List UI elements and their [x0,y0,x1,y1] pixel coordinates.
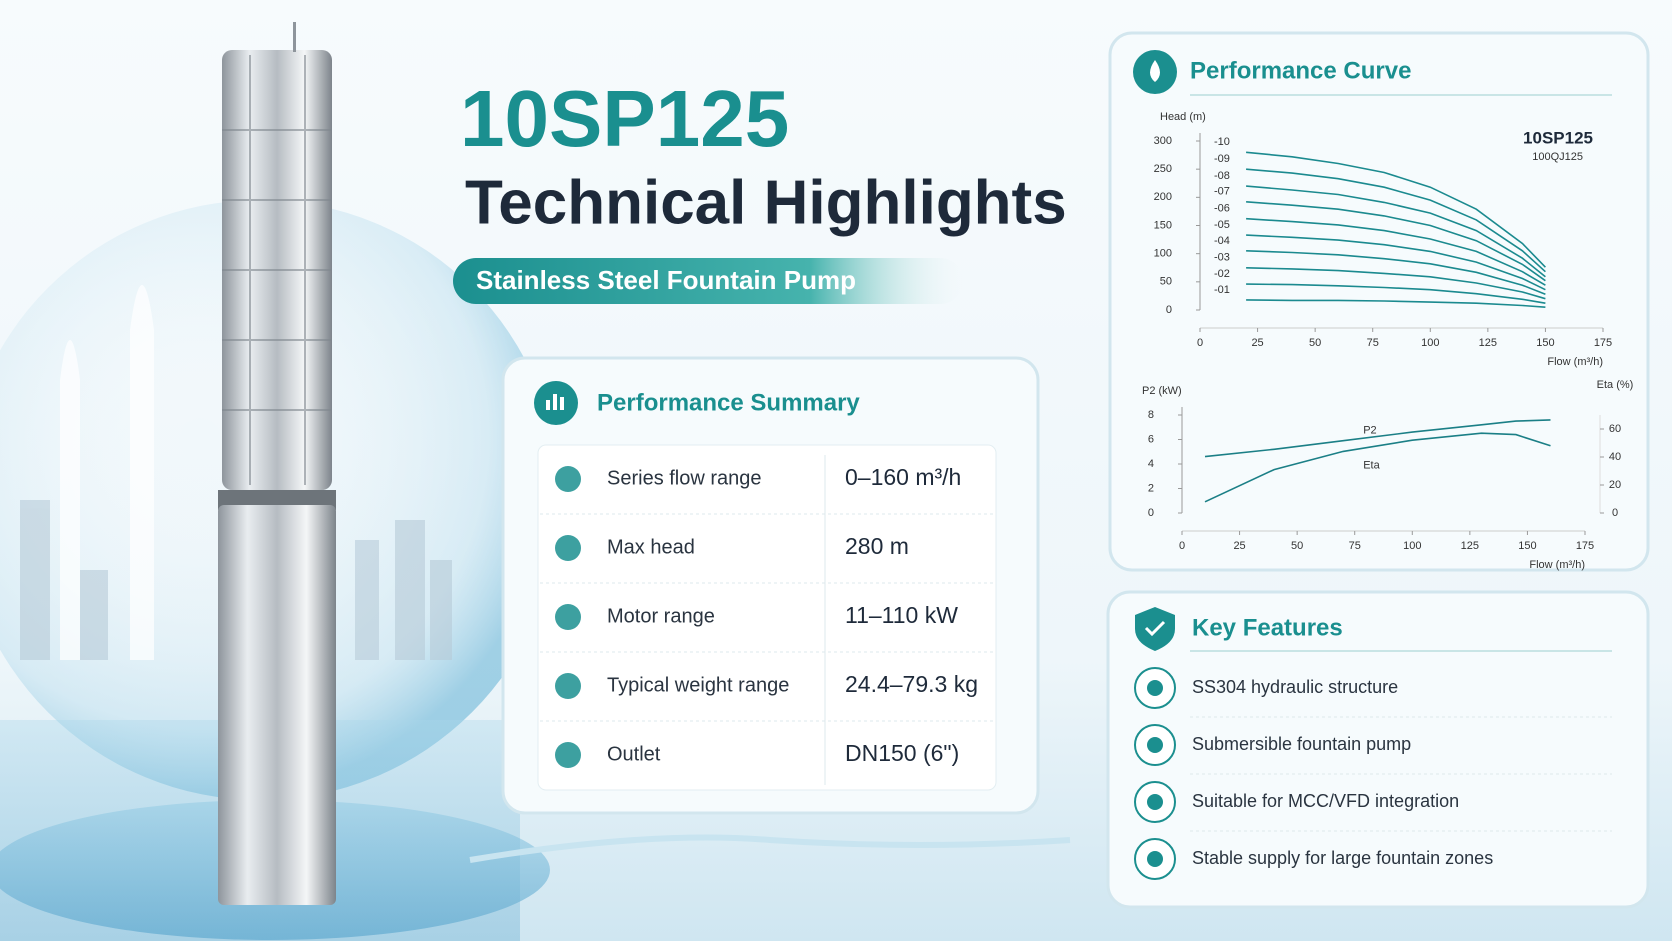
row-value: 24.4–79.3 kg [845,671,978,697]
series-label: -04 [1214,235,1230,247]
row-value: 280 m [845,533,909,559]
series-label: -10 [1214,136,1230,148]
series-label: -02 [1214,268,1230,280]
series-label: -03 [1214,252,1230,264]
x-tick-label: 150 [1518,540,1536,552]
row-icon [555,466,581,492]
x-tick-label: 75 [1349,540,1361,552]
x-tick-label: 0 [1179,540,1185,552]
model-label: 10SP125 [1523,128,1593,147]
features-card [1106,590,1650,909]
row-value: 11–110 kW [845,602,958,628]
y-axis-label: Head (m) [1160,111,1206,123]
row-label: Max head [607,536,695,558]
subtitle-pill [453,258,963,304]
y2-tick-label: 40 [1609,451,1621,463]
row-icon [555,742,581,768]
series-line [1246,217,1546,286]
x-tick-label: 150 [1536,337,1554,349]
y-tick-label: 4 [1148,458,1154,470]
page-title: Technical Highlights [465,168,1067,237]
series-line [1246,168,1546,273]
x-tick-label: 100 [1421,337,1439,349]
y-axis-label: P2 (kW) [1142,385,1182,397]
series-line [1246,151,1546,268]
y-tick-label: 100 [1154,248,1172,260]
x-axis-label: Flow (m³/h) [1529,559,1585,571]
row-label: Series flow range [607,467,762,489]
series-label: -06 [1214,203,1230,215]
features-title: Key Features [1192,614,1343,641]
x-tick-label: 75 [1367,337,1379,349]
row-label: Motor range [607,605,715,627]
feature-icon-dot [1147,794,1163,810]
x-tick-label: 50 [1309,337,1321,349]
feature-text: Suitable for MCC/VFD integration [1192,791,1459,811]
subtitle: Stainless Steel Fountain Pump [476,265,856,295]
y2-tick-label: 20 [1609,479,1621,491]
y2-tick-label: 0 [1612,507,1618,519]
summary-title: Performance Summary [597,389,860,416]
series-line [1204,432,1551,503]
series-line [1246,267,1546,300]
series-label: -05 [1214,219,1230,231]
series-line [1246,201,1546,282]
series-line [1246,299,1546,308]
series-line [1246,283,1546,304]
y-tick-label: 2 [1148,482,1154,494]
y-tick-label: 0 [1148,507,1154,519]
x-tick-label: 50 [1291,540,1303,552]
feature-icon-dot [1147,680,1163,696]
row-value: 0–160 m³/h [845,464,961,490]
x-tick-label: 25 [1251,337,1263,349]
x-tick-label: 175 [1576,540,1594,552]
x-tick-label: 25 [1233,540,1245,552]
series-line [1246,234,1546,291]
x-tick-label: 100 [1403,540,1421,552]
series-line [1246,250,1546,295]
x-axis-label: Flow (m³/h) [1547,356,1603,368]
y2-axis-label: Eta (%) [1597,379,1634,391]
feature-icon-dot [1147,737,1163,753]
y2-tick-label: 60 [1609,423,1621,435]
row-icon [555,673,581,699]
model-alt-label: 100QJ125 [1532,151,1583,163]
x-tick-label: 0 [1197,337,1203,349]
x-tick-label: 125 [1461,540,1479,552]
series-label: -08 [1214,170,1230,182]
feature-text: Stable supply for large fountain zones [1192,848,1493,868]
series-label: -01 [1214,284,1230,296]
series-line [1204,419,1551,458]
y-tick-label: 6 [1148,433,1154,445]
y-tick-label: 50 [1160,276,1172,288]
illustration [0,22,1071,941]
row-label: Outlet [607,743,661,765]
y-tick-label: 0 [1166,304,1172,316]
row-value: DN150 (6") [845,740,959,766]
series-label: Eta [1363,459,1380,471]
curve-title: Performance Curve [1190,57,1411,84]
feature-text: Submersible fountain pump [1192,734,1411,754]
row-icon [555,535,581,561]
x-tick-label: 125 [1479,337,1497,349]
y-tick-label: 200 [1154,191,1172,203]
series-label: -09 [1214,153,1230,165]
feature-icon-dot [1147,851,1163,867]
row-icon [555,604,581,630]
x-tick-label: 175 [1594,337,1612,349]
summary-card: Performance Summary [501,356,1040,815]
y-tick-label: 300 [1154,135,1172,147]
y-tick-label: 250 [1154,163,1172,175]
y-tick-label: 150 [1154,219,1172,231]
row-label: Typical weight range [607,674,789,696]
series-label: P2 [1363,425,1376,437]
y-tick-label: 8 [1148,409,1154,421]
series-line [1246,185,1546,278]
model-title: 10SP125 [460,74,789,163]
feature-text: SS304 hydraulic structure [1192,677,1398,697]
series-label: -07 [1214,186,1230,198]
